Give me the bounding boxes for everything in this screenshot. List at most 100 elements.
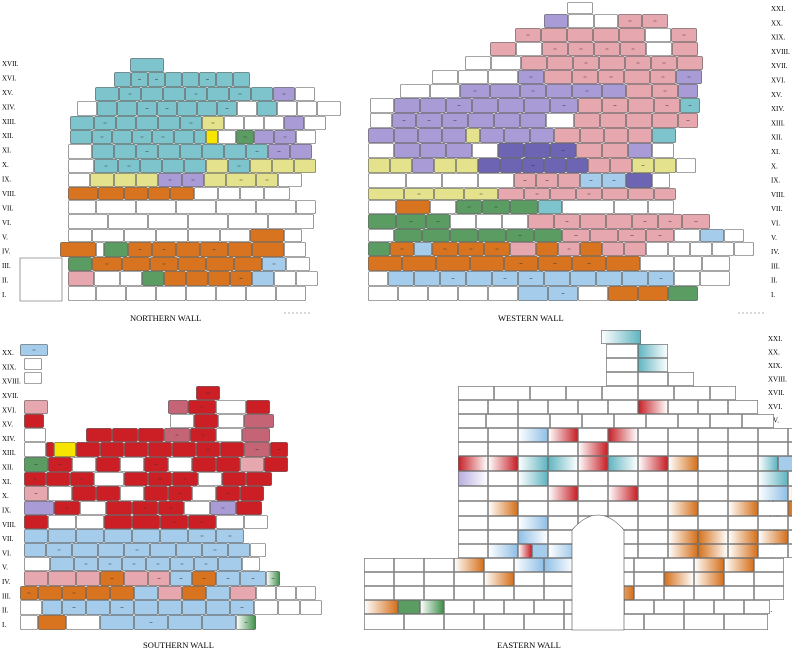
stone-block [114, 72, 131, 87]
stone-block [208, 271, 230, 286]
stone-block [24, 515, 48, 529]
stone-block [678, 84, 698, 98]
stone-block [593, 28, 619, 42]
stone-block [95, 87, 119, 101]
row-label: IV. [2, 248, 10, 256]
stone-block [494, 386, 530, 400]
stone-block [638, 486, 668, 501]
stone-block [488, 471, 518, 486]
stone-block [674, 386, 710, 400]
stone-block [668, 544, 698, 558]
stone-block [788, 544, 792, 558]
stone-block [246, 472, 272, 486]
stone-block [698, 530, 728, 544]
stone-block [156, 229, 188, 242]
stone-block [254, 600, 278, 615]
stone-block [668, 530, 698, 544]
stone-block [114, 144, 136, 159]
stone-block [68, 173, 90, 187]
stone-block [458, 70, 488, 84]
stone-block [194, 187, 218, 200]
stone-block [368, 242, 390, 256]
stone-block [547, 56, 573, 70]
stone-block [676, 158, 696, 173]
stone-block [702, 256, 730, 271]
stone-block [368, 143, 394, 158]
stone-block [548, 442, 578, 456]
stone-block [488, 456, 518, 471]
stone-block [222, 472, 246, 486]
stone-block [610, 158, 632, 173]
stone-block [295, 87, 315, 101]
stone-block [488, 286, 518, 301]
stone-block [578, 501, 608, 516]
stone-block [724, 558, 754, 572]
stone-block [188, 214, 228, 229]
stone-block [24, 543, 46, 557]
stone-block [654, 600, 684, 614]
stone-block [634, 572, 664, 586]
stone-block [134, 600, 158, 615]
stone-block [626, 113, 652, 128]
row-label: V. [2, 233, 8, 241]
stone-block [518, 544, 532, 558]
stone-block [274, 271, 296, 286]
stone-block [90, 173, 114, 187]
stone-block [224, 116, 244, 130]
stone-block [694, 586, 724, 600]
stone-block [38, 586, 62, 600]
stone-block [216, 286, 246, 301]
stone-block [284, 242, 306, 257]
stone-block [578, 98, 602, 113]
stone-block [494, 113, 520, 128]
stone-block [98, 543, 124, 557]
row-label: XIV. [2, 103, 16, 111]
stone-block [624, 70, 650, 84]
stone-block [68, 144, 92, 159]
stone-block [788, 501, 792, 516]
stone-block [198, 472, 222, 486]
southern-wall-blocks [20, 344, 322, 630]
stone-block [528, 214, 554, 229]
northern-wall-blocks [19, 58, 341, 302]
stone-block [98, 187, 124, 200]
stone-block [602, 188, 628, 200]
stone-block [163, 87, 185, 101]
stone-block [242, 557, 260, 571]
stone-block [142, 271, 164, 286]
stone-block [488, 530, 518, 544]
stone-block [76, 442, 100, 457]
stone-block [370, 113, 392, 128]
eastern-wall-title: EASTERN WALL [497, 640, 561, 650]
stone-block [240, 486, 264, 501]
stone-block [562, 200, 614, 214]
stone-block [488, 442, 518, 456]
stone-block [234, 257, 262, 271]
stone-block [72, 457, 96, 472]
stone-block [478, 229, 506, 242]
row-label: XV. [2, 421, 13, 429]
stone-block [788, 530, 792, 544]
stone-block [698, 501, 728, 516]
stone-block [96, 200, 136, 214]
row-label: XVIII. [2, 378, 21, 386]
stone-block [160, 529, 188, 543]
stone-block [728, 544, 758, 558]
stone-block [619, 28, 645, 42]
stone-block [638, 544, 668, 558]
stone-block [24, 414, 44, 428]
stone-block [628, 143, 652, 158]
stone-block [148, 214, 188, 229]
stone-block [230, 586, 256, 600]
row-label: VII. [2, 535, 14, 543]
stone-block [368, 200, 396, 214]
stone-block [158, 116, 180, 130]
stone-block [76, 571, 100, 586]
stone-block [578, 286, 608, 301]
stone-block [458, 530, 488, 544]
stone-block [424, 558, 454, 572]
stone-block [544, 158, 566, 173]
stone-block [220, 442, 244, 457]
stone-block [94, 271, 120, 286]
stone-block [242, 428, 270, 442]
